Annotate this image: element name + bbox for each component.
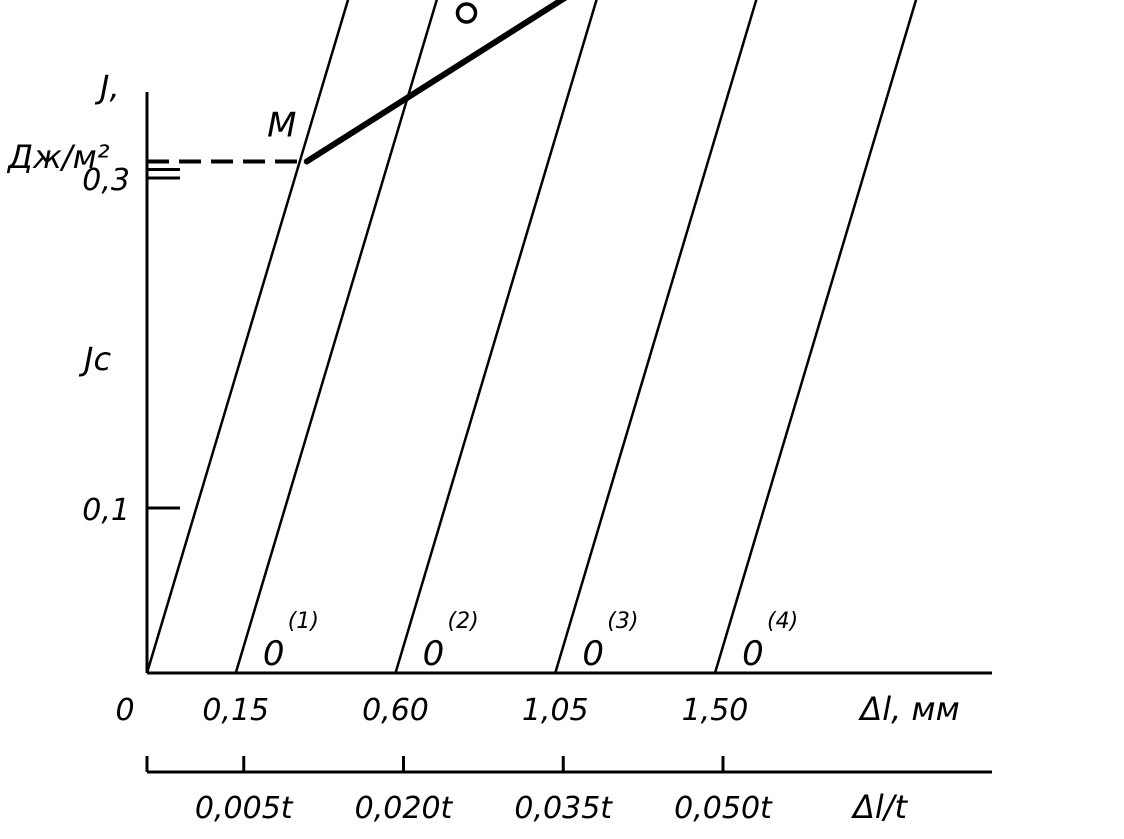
y-axis-title-line2: Дж/м² (6, 138, 110, 176)
curve-m-start-label: M (267, 106, 296, 146)
blunting-line (713, 0, 918, 674)
origin-superscript: (4) (767, 609, 798, 634)
axes (145, 92, 992, 774)
curve-m-solid (303, 0, 568, 165)
x-relative-tick-label: 0,005t (195, 791, 294, 826)
origin-superscript: (3) (607, 609, 638, 634)
x-tick-label: 0,15 (202, 693, 269, 728)
x-relative-tick-label: 0,020t (355, 791, 454, 826)
x-tick-label: 0 (115, 693, 134, 728)
origin-label: 0 (263, 634, 285, 674)
data-points (455, 2, 478, 24)
origin-superscript: (2) (448, 609, 479, 634)
x-relative-tick-label: 0,050t (674, 791, 773, 826)
blunting-lines (145, 0, 918, 674)
x-relative-unit-label: Δl/t (850, 788, 909, 826)
blunting-line (394, 0, 598, 674)
blunting-line (234, 0, 439, 674)
data-point-open (455, 2, 478, 24)
origin-superscript: (1) (288, 609, 319, 634)
x-tick-label: 1,05 (522, 693, 589, 728)
x-relative-tick-label: 0,035t (514, 791, 613, 826)
x-axis-unit-label: Δl, мм (857, 690, 959, 728)
y-axis-title-line1: J, (94, 68, 120, 106)
blunting-line (554, 0, 758, 674)
x-tick-label: 1,50 (682, 693, 749, 728)
origin-label: 0 (582, 634, 604, 674)
origin-label: 0 (742, 634, 764, 674)
origin-label: 0 (423, 634, 445, 674)
jc-label: Jc (78, 340, 111, 378)
blunting-line (145, 0, 350, 674)
x-tick-label: 0,60 (362, 693, 429, 728)
y-tick-label: 0,3 (82, 163, 130, 198)
y-tick-label: 0,1 (82, 493, 130, 528)
curve-m (147, 0, 568, 165)
